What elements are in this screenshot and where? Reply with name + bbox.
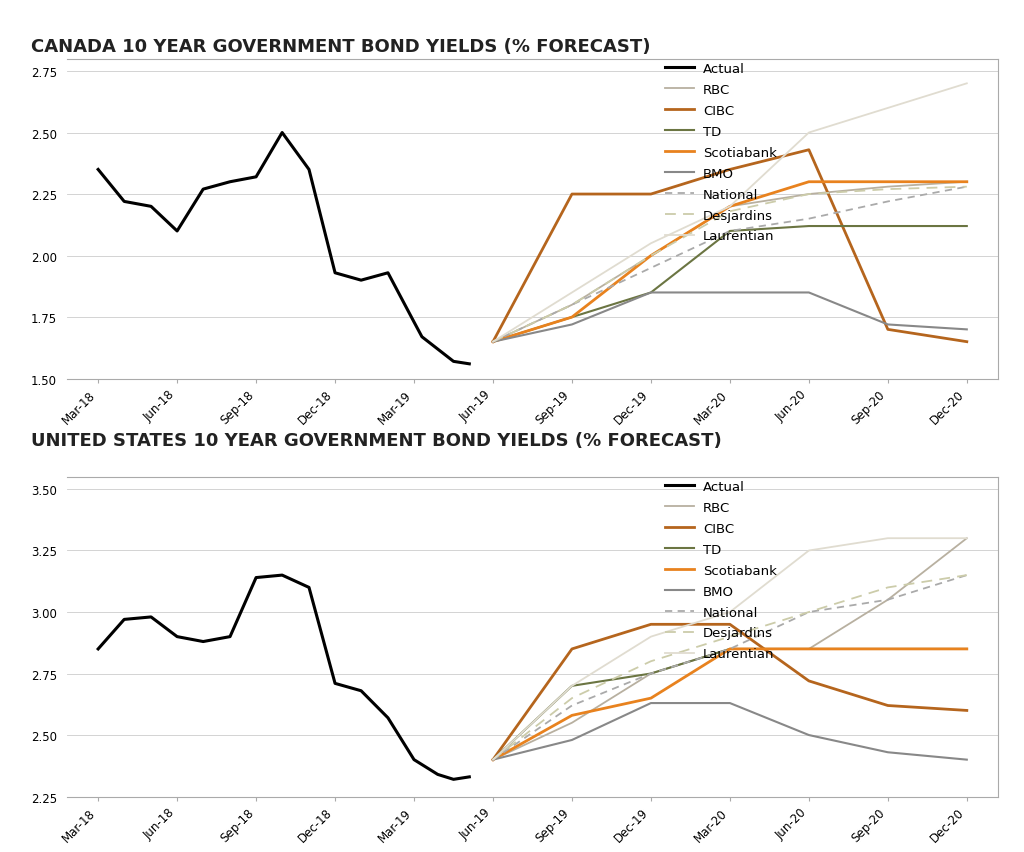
Legend: Actual, RBC, CIBC, TD, Scotiabank, BMO, National, Desjardins, Laurentian: Actual, RBC, CIBC, TD, Scotiabank, BMO, … bbox=[665, 481, 777, 660]
Legend: Actual, RBC, CIBC, TD, Scotiabank, BMO, National, Desjardins, Laurentian: Actual, RBC, CIBC, TD, Scotiabank, BMO, … bbox=[665, 63, 777, 243]
Text: UNITED STATES 10 YEAR GOVERNMENT BOND YIELDS (% FORECAST): UNITED STATES 10 YEAR GOVERNMENT BOND YI… bbox=[31, 432, 722, 450]
Text: CANADA 10 YEAR GOVERNMENT BOND YIELDS (% FORECAST): CANADA 10 YEAR GOVERNMENT BOND YIELDS (%… bbox=[31, 37, 650, 55]
